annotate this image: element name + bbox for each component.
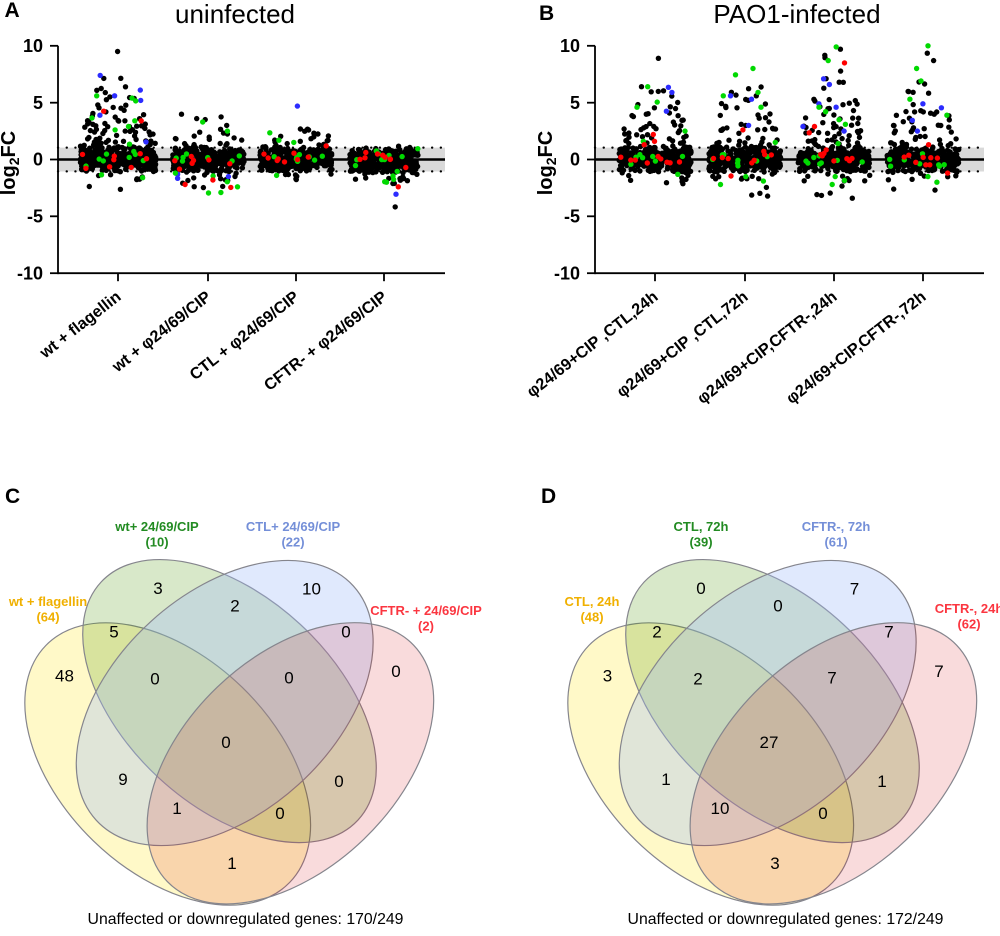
svg-text:(62): (62) — [957, 617, 980, 632]
svg-text:-5: -5 — [27, 207, 43, 227]
svg-text:27: 27 — [760, 733, 779, 752]
svg-text:D: D — [541, 485, 556, 508]
svg-text:0: 0 — [391, 662, 400, 681]
svg-text:-10: -10 — [554, 263, 580, 283]
svg-text:7: 7 — [827, 669, 836, 688]
svg-text:0: 0 — [284, 669, 293, 688]
svg-text:0: 0 — [221, 733, 230, 752]
svg-text:Unaffected or downregulated ge: Unaffected or downregulated genes: 170/2… — [88, 911, 404, 928]
svg-text:1: 1 — [227, 854, 236, 873]
svg-text:1: 1 — [172, 799, 181, 818]
svg-text:(10): (10) — [145, 535, 168, 550]
svg-text:(64): (64) — [36, 610, 59, 625]
svg-text:PAO1-infected: PAO1-infected — [713, 0, 880, 29]
svg-text:CFTR- + 24/69/CIP: CFTR- + 24/69/CIP — [370, 603, 482, 618]
svg-text:9: 9 — [118, 770, 127, 789]
svg-text:A: A — [5, 0, 20, 22]
svg-text:0: 0 — [33, 150, 43, 170]
svg-text:5: 5 — [33, 93, 43, 113]
svg-text:(48): (48) — [580, 610, 603, 625]
svg-text:uninfected: uninfected — [175, 0, 295, 29]
svg-text:2: 2 — [693, 670, 702, 689]
svg-text:C: C — [5, 485, 20, 508]
svg-text:CFTR-, 72h: CFTR-, 72h — [802, 519, 871, 534]
svg-text:wt+ 24/69/CIP: wt+ 24/69/CIP — [114, 519, 199, 534]
svg-text:(61): (61) — [824, 535, 847, 550]
svg-text:3: 3 — [770, 854, 779, 873]
svg-text:10: 10 — [711, 799, 730, 818]
svg-text:1: 1 — [661, 770, 670, 789]
svg-text:CTL, 72h: CTL, 72h — [674, 519, 729, 534]
svg-text:2: 2 — [230, 597, 239, 616]
svg-text:wt + flagellin: wt + flagellin — [8, 594, 87, 609]
svg-text:0: 0 — [818, 804, 827, 823]
svg-text:3: 3 — [153, 579, 162, 598]
svg-text:5: 5 — [109, 623, 118, 642]
svg-text:(39): (39) — [689, 535, 712, 550]
svg-text:B: B — [539, 2, 554, 25]
svg-text:48: 48 — [55, 667, 74, 686]
svg-text:7: 7 — [850, 580, 859, 599]
svg-text:10: 10 — [302, 580, 321, 599]
svg-text:0: 0 — [334, 772, 343, 791]
svg-text:7: 7 — [934, 662, 943, 681]
svg-text:CFTR-, 24h: CFTR-, 24h — [935, 601, 1000, 616]
svg-text:-5: -5 — [564, 207, 580, 227]
svg-text:0: 0 — [341, 623, 350, 642]
svg-text:3: 3 — [603, 667, 612, 686]
svg-text:10: 10 — [23, 36, 43, 56]
svg-text:CTL+ 24/69/CIP: CTL+ 24/69/CIP — [246, 519, 341, 534]
svg-text:(22): (22) — [281, 535, 304, 550]
svg-text:(2): (2) — [418, 619, 434, 634]
svg-text:Unaffected or downregulated ge: Unaffected or downregulated genes: 172/2… — [628, 911, 944, 928]
svg-text:CTL, 24h: CTL, 24h — [565, 594, 620, 609]
svg-text:0: 0 — [150, 670, 159, 689]
svg-text:0: 0 — [275, 804, 284, 823]
svg-text:0: 0 — [570, 150, 580, 170]
svg-text:2: 2 — [652, 623, 661, 642]
svg-text:5: 5 — [570, 93, 580, 113]
svg-text:0: 0 — [773, 597, 782, 616]
svg-text:-10: -10 — [17, 263, 43, 283]
svg-text:7: 7 — [884, 623, 893, 642]
svg-text:0: 0 — [696, 579, 705, 598]
svg-text:10: 10 — [560, 36, 580, 56]
svg-text:log2FC: log2FC — [0, 131, 22, 195]
svg-text:1: 1 — [877, 772, 886, 791]
